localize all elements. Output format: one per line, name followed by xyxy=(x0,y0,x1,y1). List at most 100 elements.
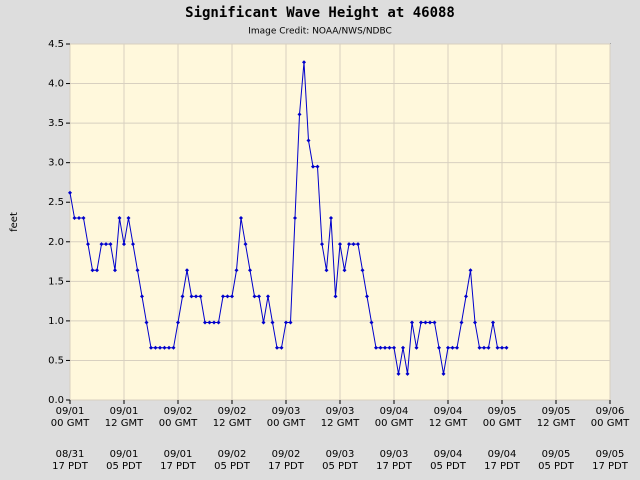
data-point xyxy=(122,242,126,247)
data-point xyxy=(243,242,248,247)
data-point xyxy=(90,268,95,273)
data-point xyxy=(167,345,171,350)
x-tick-label-local: 09/05 xyxy=(596,449,625,460)
y-tick-label: 1.5 xyxy=(48,276,64,287)
data-point xyxy=(342,268,347,273)
x-tick-label-local: 09/01 xyxy=(164,449,193,460)
x-tick-label-local: 17 PDT xyxy=(52,461,89,472)
data-point xyxy=(311,164,315,169)
x-tick-label: 12 GMT xyxy=(321,418,360,429)
data-point xyxy=(396,371,401,376)
y-tick-label: 2.5 xyxy=(48,197,64,208)
x-tick-label: 12 GMT xyxy=(537,418,576,429)
y-tick-label: 0.0 xyxy=(48,395,64,406)
data-point xyxy=(315,164,320,169)
data-point xyxy=(198,294,203,299)
x-tick-label-local: 05 PDT xyxy=(106,461,143,472)
x-tick-label: 09/04 xyxy=(380,406,409,417)
data-point xyxy=(306,138,311,143)
x-tick-label-local: 09/02 xyxy=(218,449,247,460)
data-point xyxy=(482,345,486,350)
x-tick-label-local: 09/01 xyxy=(110,449,139,460)
data-point xyxy=(252,294,257,299)
data-point xyxy=(104,242,108,247)
y-axis-label: feet xyxy=(9,212,20,232)
x-tick-label: 09/01 xyxy=(56,406,85,417)
data-point xyxy=(176,320,180,325)
x-tick-label: 09/02 xyxy=(218,406,247,417)
data-point xyxy=(356,242,360,247)
data-point xyxy=(185,268,189,273)
x-tick-label: 09/01 xyxy=(110,406,139,417)
data-point xyxy=(293,216,297,221)
data-point xyxy=(203,320,207,325)
data-point xyxy=(491,320,495,325)
x-tick-label: 00 GMT xyxy=(51,418,90,429)
x-tick-label: 00 GMT xyxy=(267,418,306,429)
data-point xyxy=(225,294,230,299)
x-tick-label: 12 GMT xyxy=(429,418,468,429)
data-point xyxy=(81,216,86,221)
data-point xyxy=(117,216,122,221)
data-point xyxy=(504,345,509,350)
data-point xyxy=(279,345,284,350)
data-point xyxy=(423,320,428,325)
data-point xyxy=(378,345,383,350)
data-point xyxy=(297,112,302,117)
data-point xyxy=(126,216,131,221)
data-point xyxy=(320,242,324,247)
x-tick-label-local: 17 PDT xyxy=(592,461,629,472)
data-point xyxy=(171,345,176,350)
data-point xyxy=(158,345,162,350)
data-point xyxy=(338,242,342,247)
x-tick-label: 12 GMT xyxy=(213,418,252,429)
data-point xyxy=(401,345,405,350)
data-point xyxy=(455,345,459,350)
x-tick-label: 09/02 xyxy=(164,406,193,417)
data-point xyxy=(495,345,500,350)
data-point xyxy=(369,320,374,325)
data-point xyxy=(77,216,81,221)
x-tick-label-local: 09/03 xyxy=(326,449,355,460)
x-tick-label: 09/03 xyxy=(326,406,355,417)
data-point xyxy=(108,242,113,247)
y-tick-label: 4.0 xyxy=(48,79,64,90)
data-point xyxy=(189,294,194,299)
x-tick-label: 12 GMT xyxy=(105,418,144,429)
data-point xyxy=(387,345,392,350)
x-tick-label-local: 05 PDT xyxy=(430,461,467,472)
x-tick-label: 00 GMT xyxy=(483,418,522,429)
y-tick-label: 4.5 xyxy=(48,39,64,50)
data-point xyxy=(113,268,117,273)
x-tick-label: 00 GMT xyxy=(375,418,414,429)
data-point xyxy=(392,345,396,350)
data-point xyxy=(432,320,437,325)
data-point xyxy=(68,190,72,195)
data-point xyxy=(284,320,288,325)
data-point xyxy=(473,320,477,325)
y-tick-label: 3.5 xyxy=(48,118,64,129)
x-tick-label-local: 09/03 xyxy=(380,449,409,460)
data-point xyxy=(428,320,432,325)
data-point xyxy=(383,345,387,350)
data-point xyxy=(72,216,77,221)
x-tick-label-local: 17 PDT xyxy=(160,461,197,472)
chart-subtitle: Image Credit: NOAA/NWS/NDBC xyxy=(248,27,392,37)
x-tick-label: 00 GMT xyxy=(159,418,198,429)
data-point xyxy=(324,268,329,273)
data-point xyxy=(441,371,446,376)
data-point xyxy=(234,268,239,273)
data-point xyxy=(257,294,261,299)
x-tick-label-local: 05 PDT xyxy=(214,461,251,472)
x-tick-label-local: 17 PDT xyxy=(484,461,521,472)
y-tick-label: 2.0 xyxy=(48,237,64,248)
data-point xyxy=(99,242,104,247)
data-point xyxy=(365,294,369,299)
x-tick-label-local: 09/02 xyxy=(272,449,301,460)
data-point xyxy=(464,294,468,299)
data-point xyxy=(468,268,473,273)
data-point xyxy=(216,320,221,325)
x-tick-label: 09/03 xyxy=(272,406,301,417)
data-point xyxy=(329,216,333,221)
